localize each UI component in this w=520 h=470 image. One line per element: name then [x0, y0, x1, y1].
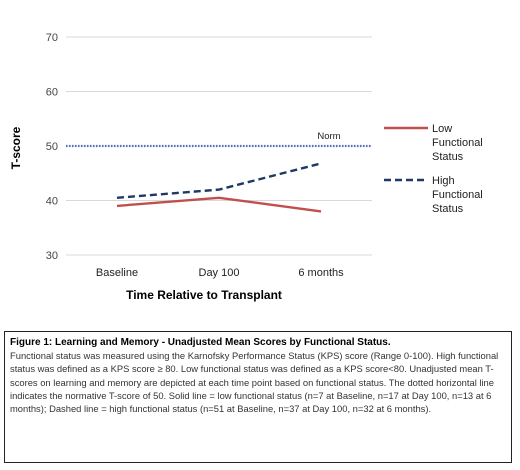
x-tick-label: Day 100: [199, 267, 240, 279]
x-axis-label: Time Relative to Transplant: [126, 288, 282, 302]
series-layer: [116, 162, 322, 213]
legend-label: Low Functional Status: [432, 123, 483, 163]
y-axis-label: T-score: [9, 126, 23, 169]
y-tick-label: 70: [46, 32, 58, 44]
tick-layer: 30 40 50 60 70 Baseline Day 100 6 months: [46, 32, 344, 279]
legend: Low Functional Status High Functional Status: [384, 123, 483, 215]
x-tick-label: Baseline: [96, 267, 138, 279]
series-line-high-functional-status: [116, 162, 322, 199]
caption-body: Functional status was measured using the…: [10, 350, 499, 415]
reference-layer: Norm: [66, 131, 372, 148]
legend-label: High Functional Status: [432, 175, 483, 215]
y-tick-label: 40: [46, 196, 58, 208]
y-tick-label: 60: [46, 87, 58, 99]
caption-title: Figure 1: Learning and Memory - Unadjust…: [10, 337, 391, 348]
line-chart: Norm 30 40 50 60 70 Baseline Day 100 6 months T…: [9, 32, 483, 302]
figure-caption: Figure 1: Learning and Memory - Unadjust…: [4, 331, 512, 463]
x-tick-label: 6 months: [298, 267, 344, 279]
chart-svg: Norm 30 40 50 60 70 Baseline Day 100 6 months T…: [9, 32, 483, 302]
y-tick-label: 50: [46, 141, 58, 153]
series-line-low-functional-status: [116, 196, 322, 213]
y-tick-label: 30: [46, 250, 58, 262]
norm-label: Norm: [317, 131, 340, 142]
